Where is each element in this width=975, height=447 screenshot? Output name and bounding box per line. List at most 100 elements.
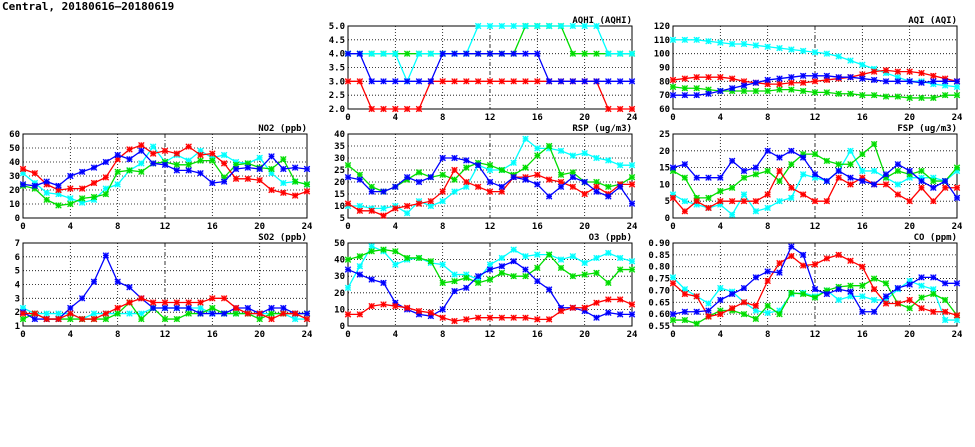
data-point xyxy=(439,279,446,287)
data-point xyxy=(356,253,364,260)
data-point xyxy=(616,50,624,57)
data-point xyxy=(811,261,819,268)
chart-title: FSP (ug/m3) xyxy=(897,124,957,134)
data-point xyxy=(593,254,600,262)
data-point xyxy=(581,307,588,315)
data-point xyxy=(728,290,736,298)
data-point xyxy=(439,78,446,85)
data-point xyxy=(356,207,364,215)
data-point xyxy=(451,154,458,162)
x-tick-label: 16 xyxy=(857,113,868,123)
y-tick-label: 30 xyxy=(334,154,345,164)
data-point xyxy=(474,314,482,321)
data-point xyxy=(303,310,311,317)
data-point xyxy=(693,73,700,81)
data-point xyxy=(740,310,748,318)
data-point xyxy=(953,164,961,171)
data-point xyxy=(788,252,795,260)
data-point xyxy=(681,91,689,99)
data-point xyxy=(90,278,98,285)
data-point xyxy=(605,296,612,303)
y-tick-label: 0.60 xyxy=(648,310,670,320)
data-point xyxy=(138,295,145,302)
data-point xyxy=(55,186,62,194)
data-point xyxy=(31,315,39,323)
data-point xyxy=(474,272,482,280)
data-point xyxy=(403,202,411,210)
y-tick-label: 2 xyxy=(15,308,20,318)
data-point xyxy=(498,263,506,270)
data-point xyxy=(415,254,423,262)
data-point xyxy=(930,197,937,205)
data-point xyxy=(185,167,192,174)
data-point xyxy=(256,315,263,323)
x-tick-label: 12 xyxy=(810,113,821,123)
data-point xyxy=(392,105,399,113)
data-point xyxy=(280,155,287,163)
data-point xyxy=(811,294,819,301)
data-point xyxy=(740,284,748,292)
data-point xyxy=(149,160,157,167)
chart-panel: 0.55 0.60 0.65 0.700.75 0.80 0.85 0.90 0 4 8 12 16 2… xyxy=(648,233,963,340)
y-tick-label: 70 xyxy=(659,91,670,101)
series-2 xyxy=(669,251,961,320)
data-point xyxy=(799,191,807,198)
data-point xyxy=(463,164,470,171)
data-point xyxy=(114,151,121,159)
data-point xyxy=(705,204,712,212)
data-point xyxy=(894,93,902,100)
data-point xyxy=(356,271,364,278)
data-point xyxy=(776,80,783,88)
series-2 xyxy=(344,166,636,219)
data-point xyxy=(280,179,287,187)
data-point xyxy=(705,37,712,45)
data-point xyxy=(268,310,275,317)
data-point xyxy=(728,40,736,48)
data-point xyxy=(498,50,506,57)
data-point xyxy=(693,174,700,181)
data-point xyxy=(681,36,689,44)
y-tick-label: 25 xyxy=(334,166,345,176)
data-point xyxy=(882,174,890,181)
y-tick-label: 35 xyxy=(334,142,345,152)
data-point xyxy=(941,184,949,191)
data-point xyxy=(427,197,435,205)
data-point xyxy=(344,78,352,85)
data-point xyxy=(534,22,541,30)
data-point xyxy=(752,302,760,310)
data-point xyxy=(906,281,913,288)
data-point xyxy=(593,299,600,306)
data-point xyxy=(953,194,961,202)
data-point xyxy=(799,87,807,95)
data-point xyxy=(569,173,577,181)
data-point xyxy=(870,296,878,304)
data-point xyxy=(498,183,506,191)
data-point xyxy=(693,308,700,315)
data-point xyxy=(581,50,588,57)
data-point xyxy=(498,269,506,277)
series-1 xyxy=(669,140,961,202)
data-point xyxy=(569,253,577,260)
data-point xyxy=(681,290,689,298)
series-3 xyxy=(344,296,636,325)
data-point xyxy=(403,50,411,57)
data-point xyxy=(681,308,689,315)
y-tick-label: 5.0 xyxy=(329,22,345,32)
data-point xyxy=(941,91,949,99)
data-point xyxy=(451,176,458,183)
data-point xyxy=(392,205,399,212)
x-tick-label: 0 xyxy=(345,222,350,232)
data-point xyxy=(823,290,831,298)
y-tick-label: 6 xyxy=(15,253,20,263)
data-point xyxy=(941,177,949,185)
x-tick-label: 16 xyxy=(857,222,868,232)
data-point xyxy=(415,78,423,85)
y-tick-label: 60 xyxy=(9,130,20,140)
data-point xyxy=(67,172,74,180)
data-point xyxy=(451,317,458,325)
data-point xyxy=(930,286,937,293)
data-point xyxy=(835,174,842,181)
data-point xyxy=(669,167,677,175)
data-point xyxy=(90,179,98,187)
data-point xyxy=(847,73,854,81)
